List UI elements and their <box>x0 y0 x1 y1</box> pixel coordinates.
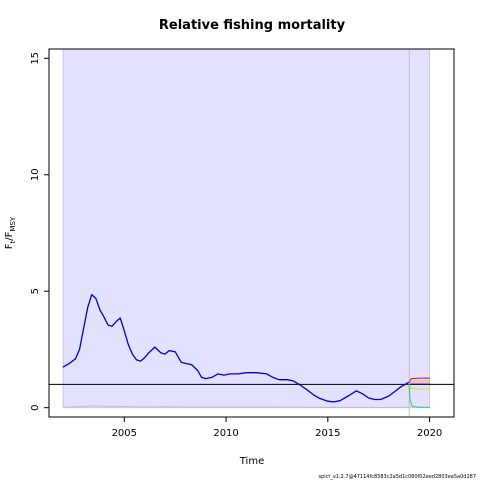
series-line-2 <box>408 377 431 383</box>
x-tick-label: 2005 <box>112 428 137 439</box>
series-line-4 <box>408 381 431 384</box>
footer-version: spict_v1.2.7@47114fc8383c2a5d1c080f02eed… <box>319 474 476 480</box>
plot-frame <box>48 48 455 418</box>
y-tick-label: 5 <box>30 288 41 294</box>
y-tick-label: 0 <box>30 404 41 410</box>
series-line-0 <box>62 294 410 403</box>
x-axis: 2005 2010 2015 2020 <box>112 417 442 439</box>
confidence-band <box>62 48 431 409</box>
y-axis-label-sub1: t <box>9 240 17 243</box>
y-axis-label: Ft/FMSY <box>4 216 17 249</box>
series-line-5 <box>408 383 431 390</box>
chart-title: Relative fishing mortality <box>159 18 346 33</box>
y-tick-label: 15 <box>30 52 41 65</box>
series-line-6 <box>408 383 431 408</box>
y-axis-label-main: F <box>4 243 15 249</box>
y-axis-label-sub2: MSY <box>9 216 17 231</box>
y-axis: 0 5 10 15 <box>30 52 49 411</box>
x-tick-label: 2015 <box>315 428 340 439</box>
series-line-1 <box>62 405 410 408</box>
y-axis-label-mid: /F <box>4 231 15 240</box>
x-axis-label: Time <box>239 456 264 467</box>
series-line-3 <box>408 380 431 383</box>
plot-area <box>49 48 454 417</box>
x-tick-label: 2020 <box>417 428 442 439</box>
y-tick-label: 10 <box>30 168 41 181</box>
x-tick-label: 2010 <box>213 428 238 439</box>
